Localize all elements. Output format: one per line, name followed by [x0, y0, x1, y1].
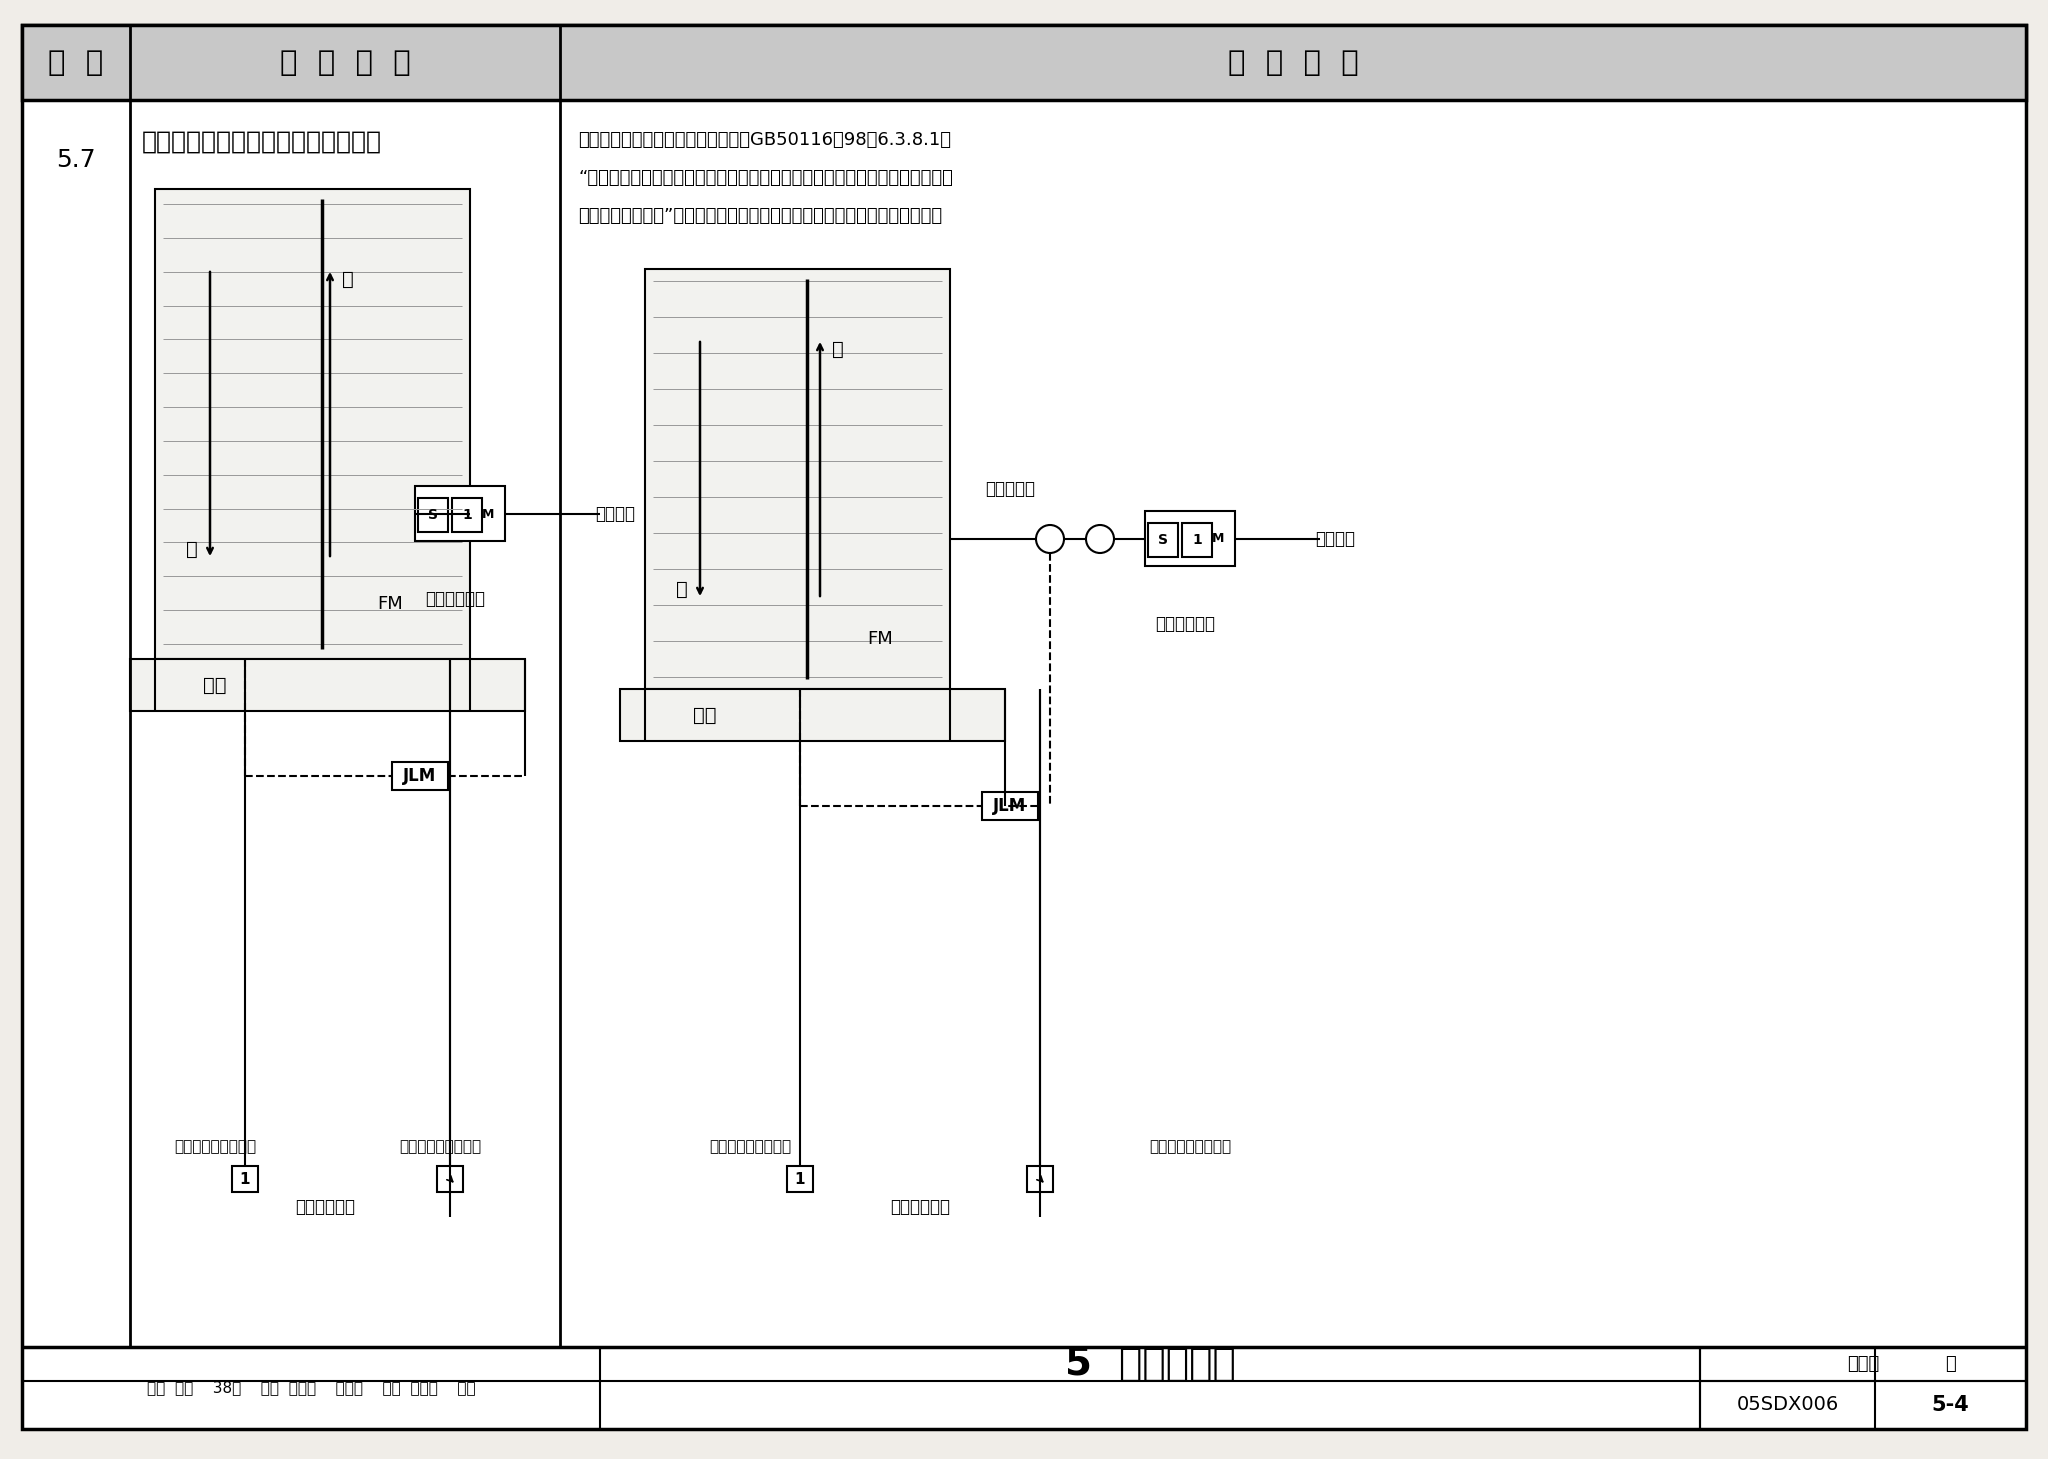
Text: 1: 1	[463, 508, 471, 522]
Text: 走廊: 走廊	[203, 676, 227, 694]
Bar	[23, 25, 2025, 101]
Text: 1: 1	[240, 1172, 250, 1186]
Text: “疏散通道上的防火卷帘两侧，应设置火灾探测器组及其报警装置，且两侧应设: “疏散通道上的防火卷帘两侧，应设置火灾探测器组及其报警装置，且两侧应设	[578, 169, 952, 187]
Text: 防火卷帘未在两侧设置手动控制按鈕: 防火卷帘未在两侧设置手动控制按鈕	[141, 130, 383, 155]
Bar	[1182, 522, 1212, 557]
Text: 置手动控制按鈕；”要求，在防火卷帘两侧增加手动控制按鈕和声光报警器。: 置手动控制按鈕；”要求，在防火卷帘两侧增加手动控制按鈕和声光报警器。	[578, 207, 942, 225]
Circle shape	[1036, 525, 1065, 553]
Text: M: M	[481, 508, 494, 521]
Text: 常  见  问  题: 常 见 问 题	[281, 48, 410, 76]
Text: 页: 页	[1946, 1355, 1956, 1373]
Text: 接火灾自动报警系统: 接火灾自动报警系统	[709, 1139, 791, 1154]
Bar	[1026, 1166, 1053, 1192]
Text: 接火灾自动报警系统: 接火灾自动报警系统	[1149, 1139, 1231, 1154]
Text: 卷帘门控制笱: 卷帘门控制笱	[426, 589, 485, 608]
Bar	[621, 689, 1006, 741]
Bar	[391, 762, 449, 789]
Text: 下: 下	[676, 579, 688, 598]
Text: 序  号: 序 号	[49, 48, 104, 76]
Text: 5.7: 5.7	[55, 147, 96, 172]
Text: 接火灾自动报警系统: 接火灾自动报警系统	[174, 1139, 256, 1154]
Text: S: S	[1157, 533, 1167, 547]
Bar	[453, 498, 481, 533]
Text: 审核  孙兰    38多    校对  刘屏周    局屏间    设计  李雪佩    签名: 审核 孙兰 38多 校对 刘屏周 局屏间 设计 李雪佩 签名	[147, 1380, 475, 1395]
Text: 图集号: 图集号	[1847, 1355, 1880, 1373]
Text: 走廊: 走廊	[694, 706, 717, 725]
Text: M: M	[1212, 533, 1225, 546]
Text: 5  智能化系统: 5 智能化系统	[1065, 1345, 1235, 1383]
Bar	[156, 190, 469, 659]
Text: 1: 1	[795, 1172, 805, 1186]
Bar	[786, 1166, 813, 1192]
Text: 手动控制按鈕: 手动控制按鈕	[891, 1198, 950, 1215]
Text: 1: 1	[1192, 533, 1202, 547]
Text: 上: 上	[342, 270, 354, 289]
Text: 控制模块: 控制模块	[1315, 530, 1356, 549]
Bar	[1145, 511, 1235, 566]
Bar	[129, 659, 524, 711]
Text: 5-4: 5-4	[1931, 1395, 1970, 1415]
Text: JLM: JLM	[993, 797, 1026, 816]
Bar	[231, 1166, 258, 1192]
Bar	[416, 486, 506, 541]
Bar	[436, 1166, 463, 1192]
Text: 上: 上	[831, 340, 844, 359]
Text: 控制模块: 控制模块	[596, 505, 635, 522]
Text: 根据《火灾自动报警系统设计规范》GB50116－98回6.3.8.1条: 根据《火灾自动报警系统设计规范》GB50116－98回6.3.8.1条	[578, 131, 950, 149]
Bar	[418, 498, 449, 533]
Text: FM: FM	[866, 630, 893, 648]
Text: S: S	[428, 508, 438, 522]
Text: 改  进  措  施: 改 进 措 施	[1227, 48, 1358, 76]
Text: JLM: JLM	[403, 767, 436, 785]
Text: 接火灾自动报警系统: 接火灾自动报警系统	[399, 1139, 481, 1154]
Text: FM: FM	[377, 595, 403, 613]
Circle shape	[1085, 525, 1114, 553]
Text: 下: 下	[186, 540, 199, 559]
Text: 卷帘门控制笱: 卷帘门控制笱	[1155, 616, 1214, 633]
Bar	[1149, 522, 1178, 557]
Text: 手动控制按鈕: 手动控制按鈕	[295, 1198, 354, 1215]
Text: 05SDX006: 05SDX006	[1737, 1395, 1839, 1414]
Text: 声光报警器: 声光报警器	[985, 480, 1034, 498]
Bar	[981, 792, 1038, 820]
Bar	[645, 268, 950, 689]
